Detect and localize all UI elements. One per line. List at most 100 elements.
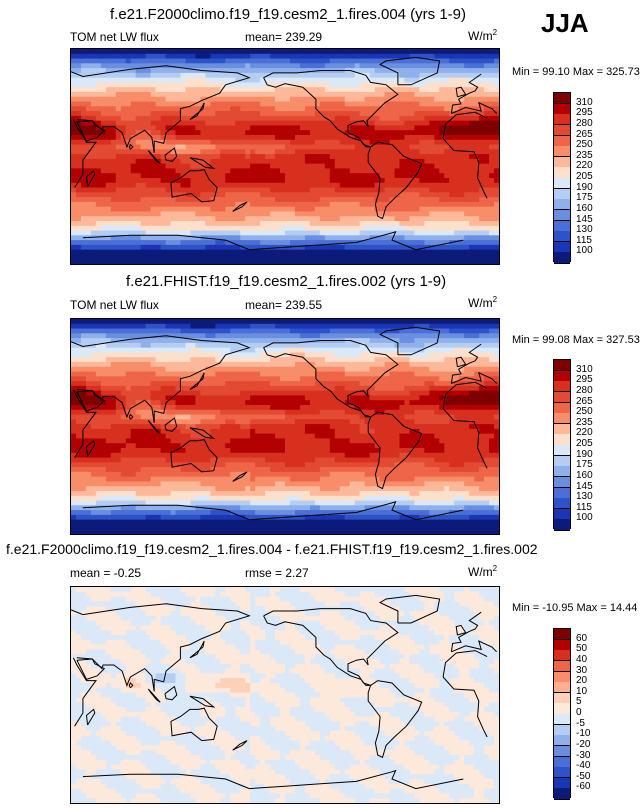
map-cell <box>135 82 142 88</box>
map-cell <box>364 225 371 232</box>
map-cell <box>394 182 401 189</box>
map-cell <box>479 163 485 170</box>
map-cell <box>240 149 246 155</box>
map-cell <box>394 58 401 64</box>
map-cell <box>429 201 435 208</box>
map-cell <box>449 352 455 358</box>
map-cell <box>424 221 430 227</box>
map-cell <box>190 87 197 93</box>
map-cell <box>120 53 127 60</box>
map-cell <box>319 82 326 88</box>
map-cell <box>389 225 396 232</box>
map-cell <box>180 72 187 79</box>
map-cell <box>135 139 142 146</box>
map-cell <box>130 63 137 69</box>
map-cell <box>90 197 97 203</box>
map-cell <box>324 206 331 213</box>
map-cell <box>374 230 381 236</box>
map-cell <box>85 366 92 373</box>
map-cell <box>110 92 117 98</box>
map-cell <box>439 328 445 334</box>
map-cell <box>115 362 122 368</box>
map-cell <box>235 178 241 184</box>
map-cell <box>474 115 480 122</box>
map-cell <box>484 139 490 146</box>
map-cell <box>250 225 256 232</box>
map-cell <box>85 68 92 74</box>
map-cell <box>115 230 122 236</box>
map-cell <box>95 319 102 325</box>
map-cell <box>419 225 425 232</box>
map-cell <box>319 362 326 368</box>
map-cell <box>80 82 87 88</box>
map-cell <box>71 158 77 165</box>
map-cell <box>289 135 296 141</box>
map-cell <box>439 130 445 136</box>
map-cell <box>100 352 107 358</box>
coastline <box>189 102 205 120</box>
map-cell <box>200 72 206 79</box>
map-cell <box>369 259 376 264</box>
map-cell <box>160 135 167 141</box>
map-cell <box>220 154 226 160</box>
map-cell <box>195 173 201 179</box>
map-cell <box>265 254 271 260</box>
map-cell <box>409 333 415 339</box>
map-cell <box>105 333 112 339</box>
map-cell <box>449 206 455 213</box>
map-cell <box>215 158 221 165</box>
map-cell <box>314 254 321 260</box>
map-cell <box>270 259 276 264</box>
map-cell <box>339 347 346 354</box>
map-cell <box>95 323 102 330</box>
map-cell <box>245 362 251 368</box>
map-cell <box>389 371 396 377</box>
map-cell <box>190 244 197 251</box>
map-cell <box>319 244 326 251</box>
map-cell <box>474 323 480 330</box>
map-cell <box>354 235 361 241</box>
map-cell <box>454 163 460 170</box>
map-cell <box>110 101 117 107</box>
map-cell <box>314 87 321 93</box>
map-cell <box>419 347 425 354</box>
map-cell <box>260 206 266 213</box>
map-cell <box>280 235 286 241</box>
map-cell <box>299 366 306 373</box>
map-cell <box>394 49 401 55</box>
map-cell <box>280 362 286 368</box>
map-cell <box>484 240 490 246</box>
map-cell <box>135 58 142 64</box>
map-cell <box>384 77 391 84</box>
map-cell <box>150 111 157 117</box>
map-cell <box>319 173 326 179</box>
map-cell <box>250 182 256 189</box>
map-cell <box>489 178 495 184</box>
map-cell <box>374 130 381 136</box>
map-cell <box>434 68 440 74</box>
map-cell <box>419 319 425 325</box>
map-cell <box>434 366 440 373</box>
map-cell <box>105 96 112 103</box>
map-cell <box>75 211 82 217</box>
map-cell <box>434 72 440 79</box>
map-cell <box>125 347 132 354</box>
map-cell <box>434 216 440 222</box>
map-cell <box>464 168 470 174</box>
map-cell <box>419 323 425 330</box>
map-cell <box>319 182 326 189</box>
map-cell <box>105 135 112 141</box>
map-cell <box>359 235 366 241</box>
map-cell <box>265 63 271 69</box>
map-cell <box>439 197 445 203</box>
map-cell <box>359 63 366 69</box>
map-cell <box>120 101 127 107</box>
map-cell <box>479 63 485 69</box>
map-cell <box>374 53 381 60</box>
coastline <box>189 157 216 170</box>
map-cell <box>250 154 256 160</box>
map-cell <box>250 249 256 256</box>
map-cell <box>180 211 187 217</box>
colorbar-swatch <box>554 167 570 179</box>
map-cell <box>474 58 480 64</box>
